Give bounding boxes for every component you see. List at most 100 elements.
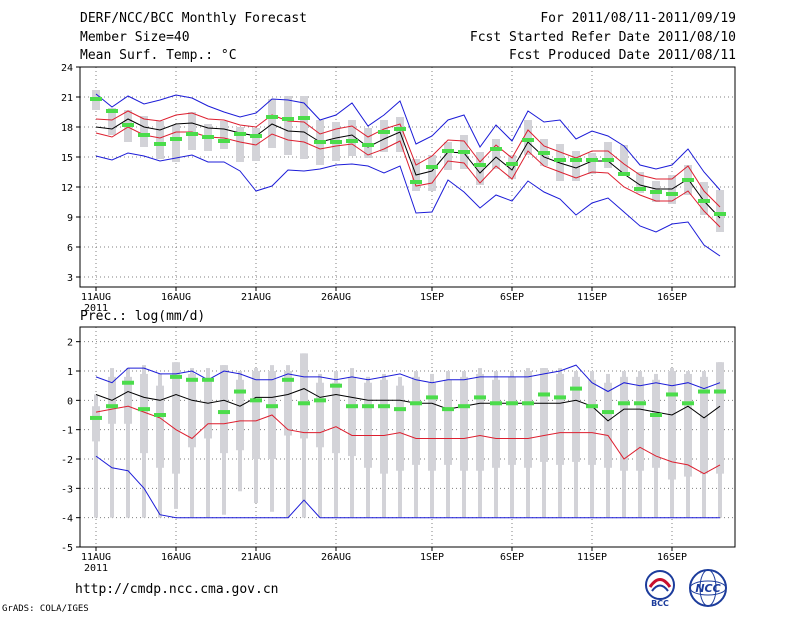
median-marker: [666, 392, 678, 397]
box: [524, 120, 532, 155]
whisker: [110, 368, 114, 518]
box: [204, 379, 212, 439]
median-marker: [714, 389, 726, 394]
box: [188, 373, 196, 448]
forecast-period: For 2011/08/11-2011/09/19: [540, 11, 736, 26]
prec-variable-label: Prec.: log(mm/d): [80, 309, 206, 324]
box: [444, 142, 452, 170]
bcc-logo: BCC: [645, 570, 675, 608]
median-marker: [522, 138, 534, 142]
y-tick-label: -2: [61, 455, 73, 466]
plot-frame: [79, 66, 736, 288]
series-max: [95, 93, 721, 191]
median-marker: [602, 158, 614, 162]
whisker: [94, 394, 98, 518]
y-tick-label: 24: [61, 63, 73, 74]
median-marker: [186, 377, 198, 382]
box: [604, 142, 612, 168]
median-marker: [170, 374, 182, 379]
box: [252, 371, 260, 459]
median-marker: [618, 401, 630, 406]
box: [364, 382, 372, 468]
median-marker: [682, 401, 694, 406]
x-tick-label: 6SEP: [500, 552, 524, 563]
box: [572, 151, 580, 181]
box: [284, 96, 292, 155]
whisker: [286, 365, 290, 518]
forecast-produced-date: Fcst Produced Date 2011/08/11: [509, 48, 736, 63]
median-marker: [330, 140, 342, 144]
median-marker: [362, 404, 374, 409]
median-marker: [698, 199, 710, 203]
median-marker: [218, 139, 230, 143]
median-marker: [538, 392, 550, 397]
median-marker: [234, 389, 246, 394]
median-marker: [442, 407, 454, 412]
median-marker: [442, 149, 454, 153]
box: [236, 127, 244, 162]
box: [508, 376, 516, 465]
box: [636, 376, 644, 471]
x-tick-label: 26AUG: [321, 552, 351, 563]
median-marker: [650, 190, 662, 194]
plot-frame: [79, 326, 736, 548]
y-tick-label: 6: [67, 243, 73, 254]
box: [588, 379, 596, 465]
box: [284, 371, 292, 436]
box: [524, 371, 532, 468]
median-marker: [346, 404, 358, 409]
median-marker: [378, 130, 390, 134]
box: [220, 365, 228, 454]
box: [620, 376, 628, 471]
box: [348, 376, 356, 457]
box: [476, 373, 484, 471]
box: [492, 379, 500, 468]
whisker: [206, 368, 210, 518]
median-marker: [314, 398, 326, 403]
box: [444, 379, 452, 465]
box: [588, 153, 596, 174]
median-marker: [154, 413, 166, 417]
y-tick-label: 2: [67, 338, 73, 349]
source-url[interactable]: http://cmdp.ncc.cma.gov.cn: [75, 582, 279, 597]
median-marker: [586, 158, 598, 162]
median-marker: [634, 187, 646, 191]
y-tick-label: -1: [61, 426, 73, 437]
box: [332, 382, 340, 454]
y-tick-label: -5: [61, 543, 73, 554]
median-marker: [330, 383, 342, 388]
box: [700, 376, 708, 474]
box: [108, 108, 116, 135]
median-marker: [90, 415, 102, 420]
median-marker: [714, 212, 726, 216]
median-marker: [122, 123, 134, 127]
y-tick-label: -4: [61, 514, 73, 525]
median-marker: [634, 401, 646, 406]
box: [380, 379, 388, 474]
box: [380, 120, 388, 152]
median-marker: [202, 135, 214, 139]
y-tick-label: 21: [61, 93, 73, 104]
y-tick-label: 3: [67, 273, 73, 284]
median-marker: [682, 178, 694, 182]
box: [476, 152, 484, 185]
median-marker: [666, 192, 678, 196]
series-mean: [95, 118, 721, 219]
median-marker: [138, 407, 150, 412]
median-marker: [474, 163, 486, 167]
box: [700, 182, 708, 215]
box: [508, 155, 516, 179]
median-marker: [602, 410, 614, 415]
x-tick-label: 6SEP: [500, 292, 524, 303]
x-tick-label: 16AUG: [161, 552, 191, 563]
median-marker: [346, 139, 358, 143]
median-marker: [250, 398, 262, 403]
median-marker: [458, 150, 470, 154]
x-tick-label: 16SEP: [657, 552, 687, 563]
box: [620, 145, 628, 172]
box: [716, 190, 724, 232]
series-upper: [95, 110, 721, 208]
box: [652, 379, 660, 468]
